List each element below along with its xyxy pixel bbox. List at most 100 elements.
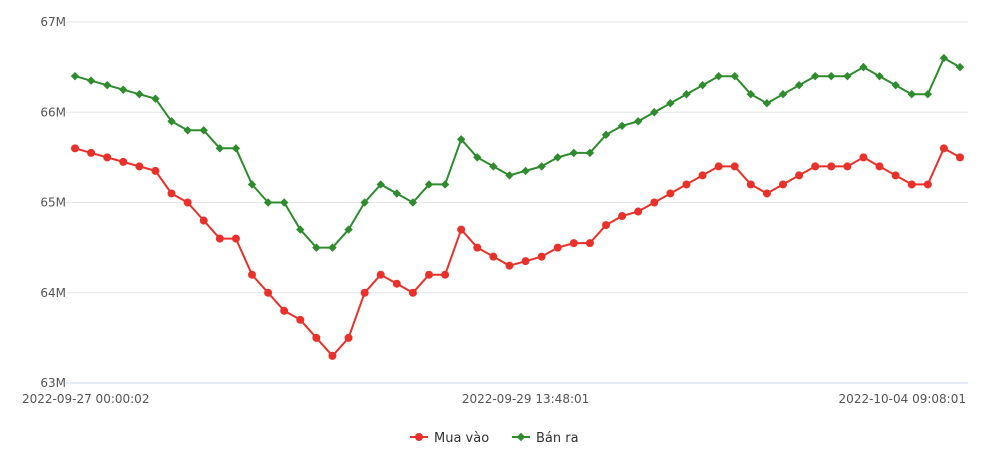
data-point[interactable] — [891, 171, 900, 180]
data-point[interactable] — [457, 225, 466, 234]
data-point[interactable] — [231, 144, 241, 153]
data-point[interactable] — [424, 180, 434, 189]
data-point[interactable] — [312, 243, 321, 252]
data-point[interactable] — [891, 80, 900, 90]
data-point[interactable] — [794, 80, 804, 90]
data-point[interactable] — [103, 153, 112, 162]
data-point[interactable] — [698, 80, 707, 90]
data-point[interactable] — [264, 288, 273, 297]
data-point[interactable] — [569, 148, 579, 158]
data-point[interactable] — [923, 90, 933, 99]
data-point[interactable] — [698, 171, 707, 180]
data-point[interactable] — [633, 117, 643, 126]
data-point[interactable] — [215, 144, 225, 153]
data-point[interactable] — [843, 162, 852, 171]
data-point[interactable] — [328, 351, 337, 360]
data-point[interactable] — [634, 207, 643, 216]
data-point[interactable] — [521, 166, 530, 176]
data-point[interactable] — [875, 162, 884, 171]
data-point[interactable] — [617, 121, 627, 130]
data-point[interactable] — [859, 62, 868, 72]
data-point[interactable] — [456, 135, 466, 144]
data-point[interactable] — [537, 162, 546, 171]
data-point[interactable] — [102, 80, 112, 90]
data-point[interactable] — [86, 76, 96, 85]
data-point[interactable] — [875, 71, 884, 81]
data-point[interactable] — [87, 148, 96, 157]
data-point[interactable] — [537, 252, 546, 261]
data-point[interactable] — [167, 117, 176, 126]
data-point[interactable] — [328, 243, 337, 252]
data-point[interactable] — [553, 243, 562, 252]
data-point[interactable] — [585, 239, 594, 248]
data-point[interactable] — [135, 162, 144, 171]
data-point[interactable] — [425, 270, 433, 279]
data-point[interactable] — [618, 212, 627, 221]
legend-item-mua-vao[interactable]: Mua vào — [410, 431, 489, 446]
data-point[interactable] — [779, 180, 787, 189]
data-point[interactable] — [650, 108, 659, 117]
data-point[interactable] — [183, 126, 192, 135]
legend-item-ban-ra[interactable]: Bán ra — [512, 431, 579, 446]
data-point[interactable] — [199, 126, 208, 135]
data-point[interactable] — [939, 144, 948, 153]
data-point[interactable] — [521, 257, 530, 266]
data-point[interactable] — [231, 234, 240, 243]
data-point[interactable] — [248, 270, 256, 279]
data-point[interactable] — [247, 180, 257, 189]
data-point[interactable] — [955, 62, 965, 72]
data-point[interactable] — [569, 239, 578, 248]
data-point[interactable] — [489, 252, 498, 261]
data-point[interactable] — [183, 198, 192, 207]
data-point[interactable] — [441, 270, 450, 279]
data-point[interactable] — [119, 157, 128, 166]
data-point[interactable] — [151, 94, 160, 103]
data-point[interactable] — [296, 225, 305, 234]
data-point[interactable] — [376, 180, 385, 189]
data-point[interactable] — [746, 90, 756, 99]
data-point[interactable] — [408, 198, 418, 207]
data-point[interactable] — [666, 99, 675, 108]
data-point[interactable] — [135, 90, 144, 99]
data-point[interactable] — [602, 221, 610, 230]
data-point[interactable] — [473, 243, 482, 252]
data-point[interactable] — [859, 153, 868, 162]
data-point[interactable] — [682, 180, 691, 189]
data-point[interactable] — [360, 288, 369, 297]
data-point[interactable] — [263, 198, 273, 207]
data-point[interactable] — [956, 153, 964, 162]
data-point[interactable] — [553, 153, 562, 162]
legend[interactable]: Mua vào Bán ra — [410, 431, 579, 446]
data-point[interactable] — [119, 85, 128, 94]
data-point[interactable] — [71, 144, 79, 153]
data-point[interactable] — [923, 180, 932, 189]
data-point[interactable] — [827, 162, 836, 171]
data-point[interactable] — [360, 198, 369, 207]
data-point[interactable] — [939, 53, 949, 63]
data-point[interactable] — [762, 99, 772, 108]
data-point[interactable] — [827, 71, 836, 81]
data-point[interactable] — [810, 71, 820, 81]
data-point[interactable] — [714, 71, 723, 81]
data-point[interactable] — [70, 71, 80, 81]
data-point[interactable] — [280, 306, 289, 315]
data-point[interactable] — [843, 71, 852, 81]
data-point[interactable] — [392, 279, 401, 288]
data-point[interactable] — [215, 234, 224, 243]
data-point[interactable] — [778, 90, 788, 99]
data-point[interactable] — [650, 198, 659, 207]
data-point[interactable] — [344, 333, 353, 342]
data-point[interactable] — [440, 180, 450, 189]
data-point[interactable] — [199, 216, 208, 225]
data-point[interactable] — [730, 71, 739, 81]
data-point[interactable] — [682, 90, 691, 99]
data-point[interactable] — [505, 171, 514, 180]
data-point[interactable] — [762, 189, 771, 198]
data-point[interactable] — [167, 189, 176, 198]
data-point[interactable] — [473, 153, 482, 162]
data-point[interactable] — [601, 130, 611, 140]
data-point[interactable] — [714, 162, 723, 171]
data-point[interactable] — [505, 261, 514, 270]
data-point[interactable] — [907, 90, 916, 99]
data-point[interactable] — [392, 189, 402, 198]
